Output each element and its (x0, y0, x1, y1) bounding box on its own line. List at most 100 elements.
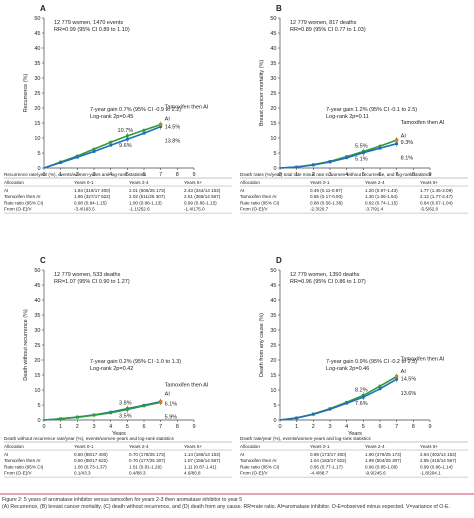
point-value-label: 6.1% (165, 402, 178, 408)
point-value-label: 3.8% (119, 401, 132, 407)
series-name-label: Tamoxifen then AI (401, 120, 445, 126)
y-tick-label: 30 (34, 76, 40, 82)
y-tick-label: 20 (34, 358, 40, 364)
stats-cell: Rate ratio (95% CI) (240, 464, 280, 469)
stats-cell: 0.96 (0.85-1.08) (365, 464, 398, 469)
x-tick-label: 8 (412, 172, 415, 178)
y-tick-label: 5 (37, 403, 40, 409)
stats-cell: 1.07 (156/14 567) (184, 458, 221, 463)
gain-text: Log-rank 2p=0.11 (326, 114, 369, 120)
y-tick-label: 15 (34, 373, 40, 379)
y-tick-label: 50 (34, 16, 40, 22)
stats-cell: 2.12 (1.77-2.47) (420, 194, 453, 199)
x-tick-label: 7 (395, 172, 398, 178)
x-tick-label: 1 (59, 424, 62, 430)
stats-title: Death rates (%/year) total rate minus ra… (240, 172, 432, 177)
y-tick-label: 25 (270, 91, 276, 97)
stats-cell: 1.30 (1.06-1.54) (365, 194, 398, 199)
y-tick-label: 5 (273, 151, 276, 157)
y-tick-label: 5 (37, 151, 40, 157)
stats-header-cell: Years 2-4 (365, 444, 385, 449)
series-name-label: Tamoxifen then AI (401, 357, 445, 363)
series-line-ai (279, 378, 398, 421)
series-name-label: AI (165, 117, 171, 123)
stats-cell: -9.9/245.6 (365, 471, 386, 476)
stats-cell: 0.70 (178/25 173) (129, 452, 166, 457)
stats-cell: Rate ratio (95% CI) (4, 200, 44, 205)
data-point (378, 387, 382, 391)
point-value-label: 9.6% (119, 143, 132, 149)
series-line-ai (43, 125, 161, 169)
data-point (92, 413, 96, 417)
y-tick-label: 0 (273, 418, 276, 424)
y-tick-label: 45 (34, 31, 40, 37)
x-tick-label: 5 (126, 172, 129, 178)
y-tick-label: 30 (270, 328, 276, 334)
point-value-label: 9.3% (401, 140, 414, 146)
stats-header-cell: Years 5+ (184, 444, 202, 449)
point-value-label: 8.2% (355, 387, 368, 393)
x-tick-label: 2 (312, 424, 315, 430)
x-tick-label: 2 (312, 172, 315, 178)
end-mark (395, 374, 399, 379)
stats-cell: 0.50 (88/17 622) (74, 458, 108, 463)
series-name-label: AI (401, 134, 407, 140)
stats-title: Death rate/year (%), events/women-years … (240, 436, 371, 441)
stats-cell: -1.4/175.0 (184, 207, 205, 212)
y-tick-label: 20 (34, 106, 40, 112)
panel-header-text: 12 779 women, 1470 events (54, 20, 123, 26)
stats-header-cell: Allocation (240, 444, 260, 449)
panel-letter: C (40, 256, 46, 265)
stats-cell: AI (240, 188, 244, 193)
stats-cell: AI (4, 452, 8, 457)
y-tick-label: 10 (270, 388, 276, 394)
stats-header-cell: Allocation (240, 180, 260, 185)
point-value-label: 8.1% (401, 156, 414, 162)
panel-header-text: 12 779 women, 1350 deaths (290, 272, 360, 278)
y-tick-label: 0 (273, 166, 276, 172)
y-tick-label: 25 (34, 343, 40, 349)
stats-cell: -5.5/62.0 (420, 207, 439, 212)
stats-cell: From (O-E)/V (4, 471, 32, 476)
x-tick-label: 6 (378, 424, 381, 430)
stats-cell: From (O-E)/V (240, 471, 268, 476)
stats-cell: From (O-E)/V (240, 207, 268, 212)
stats-cell: -3.4/163.5 (74, 207, 95, 212)
gain-text: Log-rank 2p=0.46 (326, 366, 369, 372)
data-point (142, 131, 146, 135)
x-tick-label: 5 (362, 424, 365, 430)
y-tick-label: 40 (270, 298, 276, 304)
stats-cell: -2.3/20.7 (310, 207, 329, 212)
stats-header-cell: Allocation (4, 444, 24, 449)
y-tick-label: 15 (270, 121, 276, 127)
x-tick-label: 4 (109, 172, 112, 178)
x-tick-label: 1 (295, 424, 298, 430)
stats-cell: Tamoxifen then AI (4, 458, 41, 463)
series-line-tamoxifen-then-ai (43, 401, 161, 421)
series-line-ai (279, 142, 397, 169)
y-tick-label: 35 (34, 61, 40, 67)
x-tick-label: 0 (278, 172, 281, 178)
x-axis-label: Years (348, 431, 362, 437)
stats-cell: 1.86 (327/17 622) (74, 194, 111, 199)
x-tick-label: 0 (42, 172, 45, 178)
stats-cell: 1.00 (0.88-1.13) (129, 200, 162, 205)
figure-caption: Figure 2: 5 years of aromatase inhibitor… (2, 497, 472, 510)
x-tick-label: 5 (362, 172, 365, 178)
series-line-tamoxifen-then-ai (279, 139, 397, 169)
point-value-label: 10.7% (118, 128, 134, 134)
stats-header-cell: Years 0-1 (74, 180, 94, 185)
point-value-label: 13.8% (165, 139, 181, 145)
x-tick-label: 3 (92, 172, 95, 178)
x-axis-label: Years (112, 431, 126, 437)
x-tick-label: 6 (142, 172, 145, 178)
x-tick-label: 9 (428, 172, 431, 178)
y-tick-label: 30 (34, 328, 40, 334)
y-tick-label: 40 (34, 298, 40, 304)
stats-header-cell: Years 5+ (420, 180, 438, 185)
data-point (328, 407, 332, 411)
data-point (109, 140, 113, 144)
panel-header-text: 12 779 women, 817 deaths (290, 20, 357, 26)
y-tick-label: 25 (270, 343, 276, 349)
